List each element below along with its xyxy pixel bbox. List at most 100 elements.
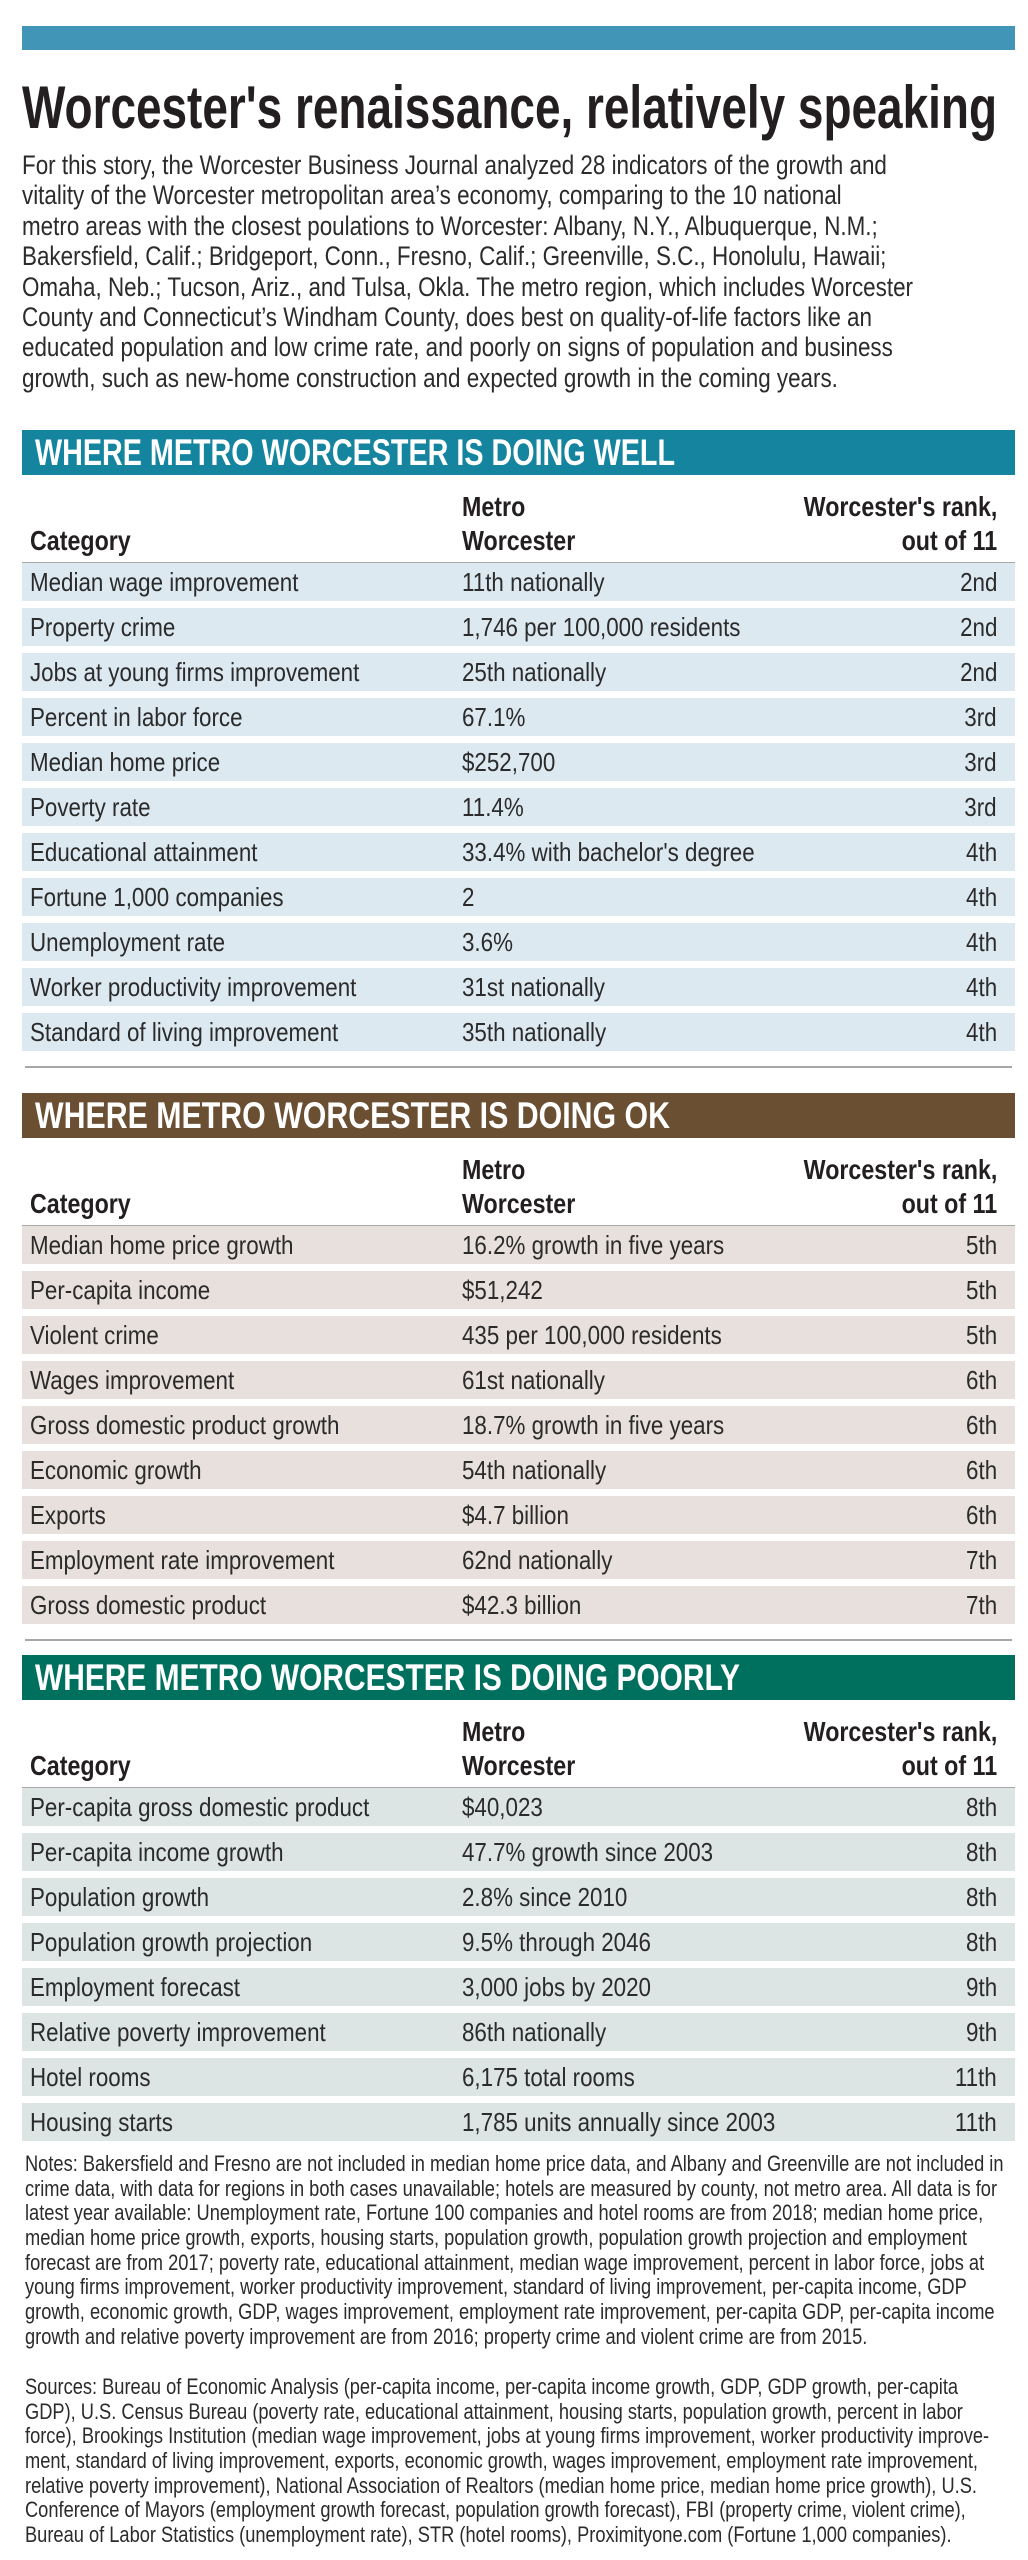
rank-cell: 3rd xyxy=(964,747,997,777)
notes-line-text: crime data, with data for regions in bot… xyxy=(25,2175,998,2201)
table-row: Economic growth 54th nationally 6th xyxy=(22,1451,1015,1489)
rank-cell: 9th xyxy=(965,1972,997,2002)
table-row: Exports $4.7 billion 6th xyxy=(22,1496,1015,1534)
sources-line: Conference of Mayors (employment growth … xyxy=(25,2498,1028,2523)
column-header-text: Category xyxy=(30,1750,131,1781)
metro-value-cell: 62nd nationally xyxy=(462,1545,613,1575)
section-heading: WHERE METRO WORCESTER IS DOING WELL xyxy=(22,430,1015,475)
table-row: Jobs at young firms improvement 25th nat… xyxy=(22,653,1015,691)
metro-value-cell: 3,000 jobs by 2020 xyxy=(462,1972,651,2002)
metro-value-cell: 86th nationally xyxy=(462,2017,607,2047)
category-cell: Employment rate improvement xyxy=(30,1545,335,1575)
rank-cell: 4th xyxy=(965,882,997,912)
category-cell: Property crime xyxy=(30,612,176,642)
rank-cell: 5th xyxy=(965,1275,997,1305)
notes-line: forecast are from 2017; poverty rate, ed… xyxy=(25,2249,1028,2276)
notes-line: growth, economic growth, GDP, wages impr… xyxy=(25,2299,1028,2325)
metro-value-cell: 2.8% since 2010 xyxy=(462,1882,628,1912)
column-header-text: Metro xyxy=(462,1154,526,1185)
category-cell: Median home price growth xyxy=(30,1230,294,1260)
section-divider xyxy=(25,1639,1012,1641)
rank-cell: 11th xyxy=(955,2062,997,2092)
sources-line: GDP), U.S. Census Bureau (poverty rate, … xyxy=(25,2399,1028,2425)
sources-text: Sources: Bureau of Economic Analysis (pe… xyxy=(25,2374,1028,2548)
metro-value-cell: $252,700 xyxy=(462,747,556,777)
category-cell: Exports xyxy=(30,1500,106,1530)
sources-line-text: Conference of Mayors (employment growth … xyxy=(25,2497,966,2523)
metro-value-cell: 61st nationally xyxy=(462,1365,605,1395)
section-heading: WHERE METRO WORCESTER IS DOING OK xyxy=(22,1093,1015,1138)
rank-cell: 4th xyxy=(965,837,997,867)
category-cell: Economic growth xyxy=(30,1455,202,1485)
table-row: Violent crime 435 per 100,000 residents … xyxy=(22,1316,1015,1354)
rank-cell: 8th xyxy=(965,1837,997,1867)
notes-line: latest year available: Unemployment rate… xyxy=(25,2201,1028,2226)
rank-cell: 8th xyxy=(965,1927,997,1957)
rank-cell: 6th xyxy=(965,1410,997,1440)
rank-cell: 6th xyxy=(965,1500,997,1530)
sources-line-text: relative poverty improvement), National … xyxy=(25,2472,977,2498)
column-header-text: out of 11 xyxy=(901,1750,997,1781)
intro-line: County and Connecticut’s Windham County,… xyxy=(22,302,1028,332)
intro-line-text: For this story, the Worcester Business J… xyxy=(22,150,887,180)
table-row: Per-capita gross domestic product $40,02… xyxy=(22,1788,1015,1826)
intro-line: Bakersfield, Calif.; Bridgeport, Conn., … xyxy=(22,241,1028,271)
rank-cell: 3rd xyxy=(964,792,997,822)
rank-cell: 2nd xyxy=(959,612,997,642)
category-cell: Unemployment rate xyxy=(30,927,226,957)
page-title: Worcester's renaissance, relatively spea… xyxy=(22,76,1028,140)
sources-line: ment, standard of living improvement, ex… xyxy=(25,2448,1028,2474)
metro-value-cell: 1,785 units annually since 2003 xyxy=(462,2107,776,2137)
column-header-text: Category xyxy=(30,525,131,556)
category-cell: Relative poverty improvement xyxy=(30,2017,326,2047)
sources-line: relative poverty improvement), National … xyxy=(25,2472,1028,2499)
column-header-category: Category xyxy=(30,1749,151,1783)
table-row: Median home price $252,700 3rd xyxy=(22,743,1015,781)
category-cell: Worker productivity improvement xyxy=(30,972,357,1002)
table-body: Median wage improvement 11th nationally … xyxy=(22,563,1015,1058)
metro-value-cell: 3.6% xyxy=(462,927,513,957)
table-row: Unemployment rate 3.6% 4th xyxy=(22,923,1015,961)
category-cell: Median home price xyxy=(30,747,221,777)
sources-line-text: Bureau of Labor Statistics (unemployment… xyxy=(25,2522,952,2548)
category-cell: Standard of living improvement xyxy=(30,1017,339,1047)
intro-line-text: Bakersfield, Calif.; Bridgeport, Conn., … xyxy=(22,241,887,272)
column-header-text: out of 11 xyxy=(901,525,997,556)
rank-cell: 2nd xyxy=(959,657,997,687)
metro-value-cell: 54th nationally xyxy=(462,1455,607,1485)
intro-line: vitality of the Worcester metropolitan a… xyxy=(22,180,1028,210)
rank-cell: 4th xyxy=(965,927,997,957)
column-header-metro: Metro Worcester xyxy=(462,1715,598,1783)
rank-cell: 4th xyxy=(965,972,997,1002)
title-text: Worcester's renaissance, relatively spea… xyxy=(22,74,998,141)
metro-value-cell: 11th nationally xyxy=(462,567,605,597)
column-header-rank: Worcester's rank, out of 11 xyxy=(764,1153,997,1221)
metro-value-cell: 25th nationally xyxy=(462,657,607,687)
table-body: Median home price growth 16.2% growth in… xyxy=(22,1226,1015,1631)
column-header-text: Worcester xyxy=(462,1188,576,1219)
intro-line-text: Omaha, Neb.; Tucson, Ariz., and Tulsa, O… xyxy=(22,271,914,302)
sources-line-text: Sources: Bureau of Economic Analysis (pe… xyxy=(25,2374,959,2399)
column-header-text: out of 11 xyxy=(901,1188,997,1219)
metro-value-cell: 33.4% with bachelor's degree xyxy=(462,837,755,867)
column-header-text: Worcester xyxy=(462,1750,576,1781)
notes-line-text: forecast are from 2017; poverty rate, ed… xyxy=(25,2249,985,2275)
notes-line: young firms improvement, worker producti… xyxy=(25,2275,1028,2300)
top-accent-bar xyxy=(22,26,1015,50)
table-row: Fortune 1,000 companies 2 4th xyxy=(22,878,1015,916)
category-cell: Poverty rate xyxy=(30,792,151,822)
table-row: Per-capita income $51,242 5th xyxy=(22,1271,1015,1309)
column-header-rank: Worcester's rank, out of 11 xyxy=(764,1715,997,1783)
category-cell: Gross domestic product xyxy=(30,1590,267,1620)
metro-value-cell: 435 per 100,000 residents xyxy=(462,1320,722,1350)
section-heading: WHERE METRO WORCESTER IS DOING POORLY xyxy=(22,1655,1015,1700)
rank-cell: 4th xyxy=(965,1017,997,1047)
notes-text: Notes: Bakersfield and Fresno are not in… xyxy=(25,2151,1028,2350)
metro-value-cell: 16.2% growth in five years xyxy=(462,1230,725,1260)
column-header-text: Worcester's rank, xyxy=(803,491,997,522)
table-row: Median home price growth 16.2% growth in… xyxy=(22,1226,1015,1264)
notes-line-text: growth and relative poverty improvement … xyxy=(25,2323,868,2349)
table-row: Gross domestic product growth 18.7% grow… xyxy=(22,1406,1015,1444)
metro-value-cell: 18.7% growth in five years xyxy=(462,1410,725,1440)
rank-cell: 9th xyxy=(965,2017,997,2047)
